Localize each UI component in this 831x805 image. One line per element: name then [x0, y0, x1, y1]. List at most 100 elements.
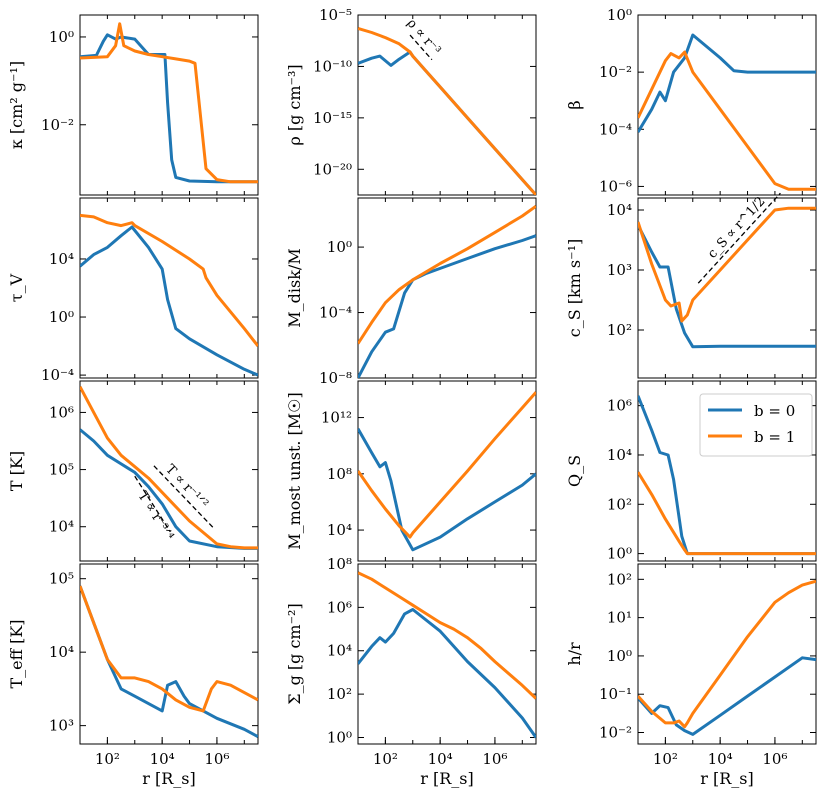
- x-tick-label: 10²: [653, 750, 678, 768]
- panel-frame: [357, 563, 537, 745]
- panel-8: 10¹² 10⁸ 10⁴ M_most unst. [M☉]: [285, 380, 537, 562]
- y-tick-label: 10⁻²: [41, 116, 74, 134]
- series-line-b0: [358, 428, 536, 552]
- x-tick-label: 10⁶: [762, 750, 787, 768]
- series-line-b0: [80, 225, 258, 377]
- series-line-b1: [638, 579, 816, 729]
- y-axis-label: τ_V: [7, 273, 26, 302]
- series-group: [80, 22, 258, 184]
- y-tick-label: 10⁸: [327, 465, 352, 483]
- slope-guide-line: [409, 34, 433, 61]
- series-group: [80, 213, 258, 377]
- panel-frame: [637, 197, 817, 379]
- series-line-b0: [80, 428, 258, 550]
- y-tick-label: 10⁻⁴: [319, 304, 352, 322]
- y-tick-label: 10⁰: [607, 6, 632, 24]
- x-tick-label: 10⁴: [428, 750, 453, 768]
- series-group: [358, 391, 536, 552]
- panel-frame: [637, 380, 817, 562]
- y-tick-label: 10⁴: [607, 446, 632, 464]
- y-tick-label: 10⁻²: [599, 724, 632, 742]
- y-tick-label: 10⁶: [607, 397, 632, 415]
- y-axis-label: κ [cm² g⁻¹]: [7, 61, 26, 149]
- panel-frame: [357, 197, 537, 379]
- y-axis-label: h/r: [565, 642, 584, 666]
- y-tick-label: 10³: [607, 261, 632, 279]
- series-group: [638, 206, 816, 349]
- slope-guide-line: [134, 475, 171, 533]
- legend-label-b1: b = 1: [754, 428, 795, 446]
- y-tick-label: 10⁻⁸: [319, 369, 352, 387]
- y-tick-label: 10²: [607, 321, 632, 339]
- series-line-b1: [80, 385, 258, 550]
- series-line-b1: [358, 26, 536, 195]
- y-tick-label: 10⁰: [327, 728, 352, 746]
- panel-frame: [79, 380, 259, 562]
- series-line-b0: [638, 224, 816, 349]
- y-tick-label: 10⁴: [49, 643, 74, 661]
- y-tick-label: 10⁰: [49, 28, 74, 46]
- y-tick-label: 10⁴: [607, 201, 632, 219]
- panel-5: 10⁰ 10⁻⁴ 10⁻⁸ M_disk/M: [285, 197, 537, 387]
- series-group: [638, 33, 816, 191]
- legend: b = 0 b = 1: [699, 393, 813, 457]
- y-tick-label: 10⁰: [327, 238, 352, 256]
- y-tick-label: 10⁻²: [599, 63, 632, 81]
- series-line-b1: [80, 22, 258, 184]
- panel-frame: [637, 563, 817, 745]
- x-tick-label: 10⁴: [708, 750, 733, 768]
- y-axis-label: ρ [g cm⁻³]: [285, 64, 304, 145]
- y-tick-label: 10⁸: [327, 555, 352, 573]
- slope-guide-line: [697, 192, 781, 284]
- panel-11: 10⁸ 10⁶ 10⁴ 10² 10⁰ 10² 10⁴ 10⁶ Σ_g [g cm⁻²] r [R…: [285, 555, 537, 788]
- series-group: [638, 579, 816, 736]
- series-group: [358, 571, 536, 739]
- series-line-b0: [638, 33, 816, 133]
- slope-guide-line: [153, 465, 215, 530]
- y-tick-label: 10⁶: [327, 598, 352, 616]
- y-tick-label: 10⁴: [327, 521, 352, 539]
- y-tick-label: 10⁴: [49, 518, 74, 536]
- panel-frame: [637, 14, 817, 196]
- x-tick-label: 10⁴: [150, 750, 175, 768]
- series-line-b1: [358, 391, 536, 539]
- y-tick-label: 10²: [607, 570, 632, 588]
- y-axis-label: T_eff [K]: [7, 619, 26, 688]
- panel-3: 10⁰ 10⁻² 10⁻⁴ 10⁻⁶ β: [565, 6, 817, 196]
- y-tick-label: 10⁻¹⁰: [313, 57, 352, 75]
- y-tick-label: 10⁵: [49, 461, 74, 479]
- panel-frame: [357, 14, 537, 196]
- series-line-b0: [358, 234, 536, 378]
- y-tick-label: 10⁻¹⁵: [313, 109, 352, 127]
- y-tick-label: 10²: [327, 685, 352, 703]
- panel-10: 10⁵ 10⁴ 10³ 10² 10⁴ 10⁶ T_eff [K] r [R_s]: [7, 563, 259, 788]
- y-axis-label: c_S [km s⁻¹]: [565, 239, 584, 338]
- series-group: [80, 585, 258, 739]
- y-tick-label: 10⁻⁵: [319, 6, 352, 24]
- series-line-b1: [80, 585, 258, 713]
- panel-grid: 10⁰ 10⁻² κ [cm² g⁻¹] 10⁻⁵ 10⁻¹⁰ 10⁻¹⁵ 10⁻²⁰ ρ […: [7, 6, 817, 788]
- series-line-b1: [358, 204, 536, 345]
- series-line-b1: [638, 50, 816, 191]
- series-line-b0: [358, 608, 536, 739]
- y-tick-label: 10³: [49, 717, 74, 735]
- y-tick-label: 10⁻⁴: [41, 366, 74, 384]
- x-axis-label: r [R_s]: [420, 769, 473, 788]
- x-tick-label: 10⁶: [482, 750, 507, 768]
- y-tick-label: 10⁴: [49, 250, 74, 268]
- series-line-b1: [638, 471, 816, 556]
- series-line-b1: [638, 206, 816, 323]
- y-axis-label: Q_S: [565, 455, 584, 487]
- panel-9: 10⁶ 10⁴ 10² 10⁰ Q_S: [565, 380, 817, 563]
- series-line-b0: [358, 50, 536, 195]
- y-axis-label: β: [565, 100, 584, 109]
- y-tick-label: 10⁰: [49, 308, 74, 326]
- y-tick-label: 10⁰: [607, 545, 632, 563]
- y-axis-label: T [K]: [7, 451, 26, 491]
- y-tick-label: 10⁻⁶: [599, 177, 632, 195]
- x-tick-label: 10²: [373, 750, 398, 768]
- y-tick-label: 10¹: [607, 609, 632, 627]
